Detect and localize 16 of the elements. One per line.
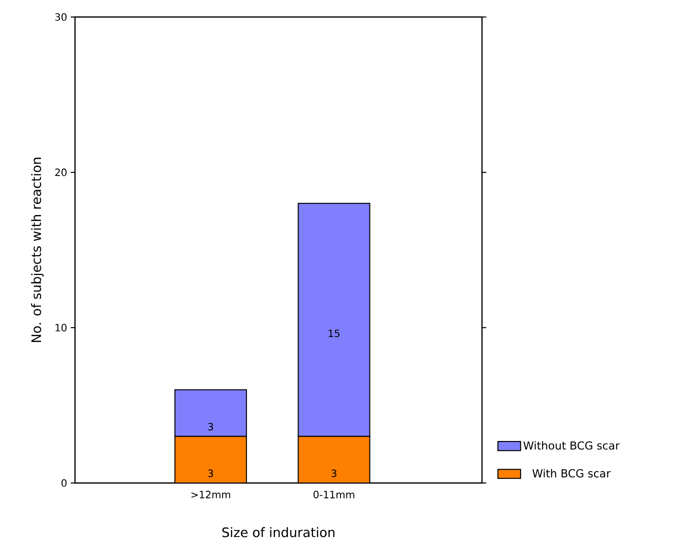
bar <box>174 436 247 483</box>
y-axis-title: No. of subjects with reaction <box>31 158 44 342</box>
y-tick-label: 10 <box>56 324 67 332</box>
bar <box>298 436 370 483</box>
data-label: 3 <box>332 470 336 478</box>
y-tick-label: 0 <box>62 479 67 487</box>
legend-label: With BCG scar <box>532 468 611 478</box>
y-tick-label: 20 <box>55 168 67 176</box>
x-axis-title: Size of induration <box>222 527 334 538</box>
x-tick-label: >12mm <box>191 490 230 498</box>
data-label: 15 <box>328 330 340 338</box>
x-tick-label: 0-11mm <box>314 490 354 498</box>
data-label: 3 <box>208 422 214 430</box>
legend-label: Without BCG scar <box>523 441 620 450</box>
y-tick-label: 30 <box>55 13 67 21</box>
data-label: 3 <box>208 470 214 478</box>
